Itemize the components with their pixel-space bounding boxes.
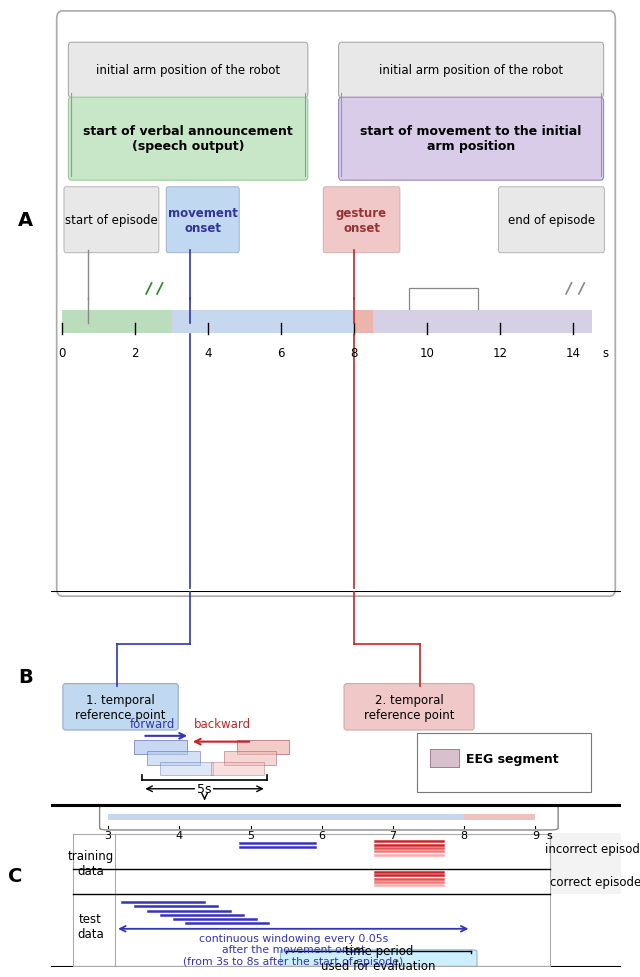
FancyBboxPatch shape — [323, 188, 400, 253]
FancyBboxPatch shape — [237, 741, 289, 754]
Text: 12: 12 — [493, 347, 508, 360]
FancyBboxPatch shape — [417, 734, 591, 791]
Bar — [372, 311, 591, 333]
Text: 4: 4 — [176, 830, 183, 840]
Text: 6: 6 — [318, 830, 325, 840]
FancyBboxPatch shape — [339, 98, 604, 181]
FancyBboxPatch shape — [134, 741, 187, 754]
FancyBboxPatch shape — [224, 751, 276, 765]
FancyBboxPatch shape — [280, 950, 477, 967]
Text: 8: 8 — [351, 347, 358, 360]
FancyBboxPatch shape — [147, 751, 200, 765]
Text: forward: forward — [130, 717, 175, 730]
Bar — [172, 311, 355, 333]
FancyBboxPatch shape — [68, 43, 308, 99]
FancyBboxPatch shape — [100, 806, 558, 830]
Text: continuous windowing every 0.05s
after the movement onset
(from 3s to 8s after t: continuous windowing every 0.05s after t… — [183, 933, 403, 966]
Text: gesture
onset: gesture onset — [336, 206, 387, 234]
Bar — [62, 311, 172, 333]
FancyBboxPatch shape — [211, 762, 264, 776]
Text: test
data: test data — [77, 912, 104, 940]
Text: end of episode: end of episode — [508, 214, 595, 227]
Text: correct episode: correct episode — [550, 874, 640, 888]
Text: start of verbal announcement
(speech output): start of verbal announcement (speech out… — [83, 125, 293, 153]
Text: 6: 6 — [278, 347, 285, 360]
Text: 14: 14 — [566, 347, 581, 360]
Bar — [464, 814, 535, 820]
Text: 2: 2 — [131, 347, 139, 360]
Text: 9: 9 — [532, 830, 539, 840]
Text: incorrect episode: incorrect episode — [545, 842, 640, 856]
Text: movement
onset: movement onset — [168, 206, 237, 234]
Text: s: s — [602, 347, 609, 360]
FancyBboxPatch shape — [57, 12, 615, 597]
Text: training
data: training data — [67, 849, 113, 876]
FancyBboxPatch shape — [64, 188, 159, 253]
FancyBboxPatch shape — [339, 43, 604, 99]
Bar — [108, 814, 464, 820]
FancyBboxPatch shape — [499, 188, 604, 253]
Text: 7: 7 — [389, 830, 397, 840]
Text: 4: 4 — [204, 347, 212, 360]
Bar — [355, 311, 372, 333]
FancyBboxPatch shape — [160, 762, 212, 776]
Text: 2. temporal
reference point: 2. temporal reference point — [364, 693, 454, 721]
FancyBboxPatch shape — [63, 684, 179, 730]
Text: start of episode: start of episode — [65, 214, 158, 227]
FancyBboxPatch shape — [344, 684, 474, 730]
FancyBboxPatch shape — [166, 188, 239, 253]
FancyBboxPatch shape — [430, 749, 459, 768]
Text: backward: backward — [193, 717, 251, 730]
Text: 5: 5 — [247, 830, 254, 840]
Text: 8: 8 — [461, 830, 468, 840]
Text: EEG segment: EEG segment — [466, 751, 558, 765]
Text: C: C — [8, 866, 22, 884]
Bar — [550, 832, 640, 894]
FancyBboxPatch shape — [68, 98, 308, 181]
Text: start of movement to the initial
arm position: start of movement to the initial arm pos… — [360, 125, 582, 153]
Text: 5s: 5s — [197, 783, 212, 795]
Text: 3: 3 — [105, 830, 111, 840]
Text: A: A — [18, 211, 33, 230]
Text: 0: 0 — [58, 347, 66, 360]
FancyBboxPatch shape — [430, 749, 459, 768]
Text: B: B — [18, 667, 33, 686]
Text: initial arm position of the robot: initial arm position of the robot — [96, 64, 280, 77]
Text: 10: 10 — [420, 347, 435, 360]
Text: initial arm position of the robot: initial arm position of the robot — [379, 64, 563, 77]
Text: time period
used for evaluation: time period used for evaluation — [321, 945, 436, 972]
Text: s: s — [546, 830, 552, 840]
Text: 1. temporal
reference point: 1. temporal reference point — [76, 693, 166, 721]
